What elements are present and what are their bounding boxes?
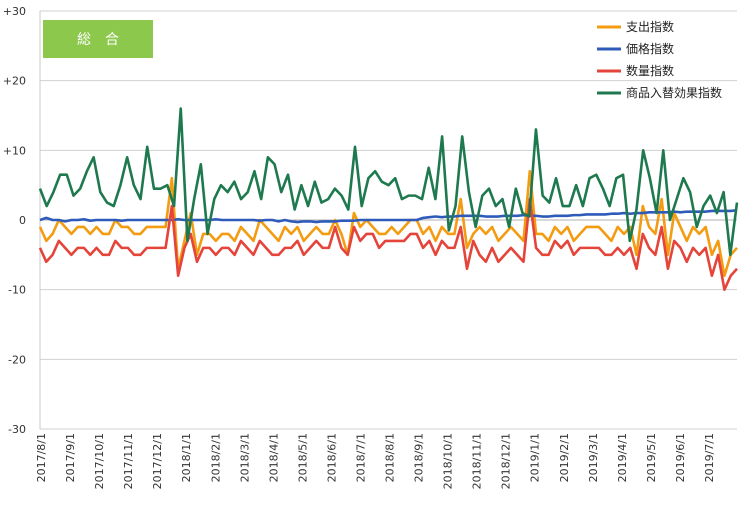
chart-title-badge: 総 合 [43, 20, 153, 58]
chart-title: 総 合 [77, 32, 119, 48]
x-tick-label: 2018/2/1 [209, 433, 222, 482]
x-axis-ticks: 2017/8/1 2017/9/1 2017/10/1 2017/11/1 2017/1… [35, 433, 716, 489]
x-tick-label: 2019/1/1 [529, 433, 542, 482]
series-line-3 [38, 107, 739, 257]
x-tick-label: 2018/9/1 [413, 433, 426, 482]
y-tick-label: +30 [3, 5, 26, 18]
x-tick-label: 2019/6/1 [674, 433, 687, 482]
y-tick-label: +10 [3, 144, 26, 157]
y-tick-label: -30 [8, 423, 26, 436]
x-tick-label: 2018/1/1 [180, 433, 193, 482]
y-tick-label: -10 [8, 284, 26, 297]
legend-label: 数量指数 [626, 63, 674, 78]
x-tick-label: 2018/11/1 [471, 433, 484, 489]
x-tick-label: 2017/8/1 [35, 433, 48, 482]
y-axis-ticks: +30 +20 +10 0 -10 -20 -30 [3, 5, 26, 436]
x-tick-label: 2017/11/1 [122, 433, 135, 489]
y-tick-label: -20 [8, 353, 26, 366]
y-tick-label: +20 [3, 75, 26, 88]
series-line-2 [38, 197, 738, 291]
series-line-1 [39, 208, 738, 224]
x-tick-label: 2017/12/1 [151, 433, 164, 489]
x-tick-label: 2018/3/1 [238, 433, 251, 482]
legend-label: 価格指数 [626, 41, 674, 56]
x-tick-label: 2018/7/1 [354, 433, 367, 482]
x-tick-label: 2019/5/1 [645, 433, 658, 482]
x-tick-label: 2018/10/1 [442, 433, 455, 489]
series-line-0 [38, 169, 738, 278]
series-lines [38, 107, 739, 291]
x-tick-label: 2017/9/1 [64, 433, 77, 482]
title-badge-background [43, 20, 153, 58]
x-tick-label: 2019/4/1 [616, 433, 629, 482]
x-tick-label: 2018/12/1 [500, 433, 513, 489]
x-tick-label: 2019/7/1 [703, 433, 716, 482]
legend-label: 商品入替効果指数 [626, 85, 722, 100]
x-tick-label: 2017/10/1 [93, 433, 106, 489]
x-tick-label: 2019/2/1 [558, 433, 571, 482]
y-tick-label: 0 [19, 214, 26, 227]
x-tick-label: 2018/4/1 [267, 433, 280, 482]
x-tick-label: 2019/3/1 [587, 433, 600, 482]
x-tick-label: 2018/5/1 [296, 433, 309, 482]
legend-label: 支出指数 [626, 19, 674, 34]
x-tick-label: 2018/8/1 [384, 433, 397, 482]
x-tick-label: 2018/6/1 [325, 433, 338, 482]
